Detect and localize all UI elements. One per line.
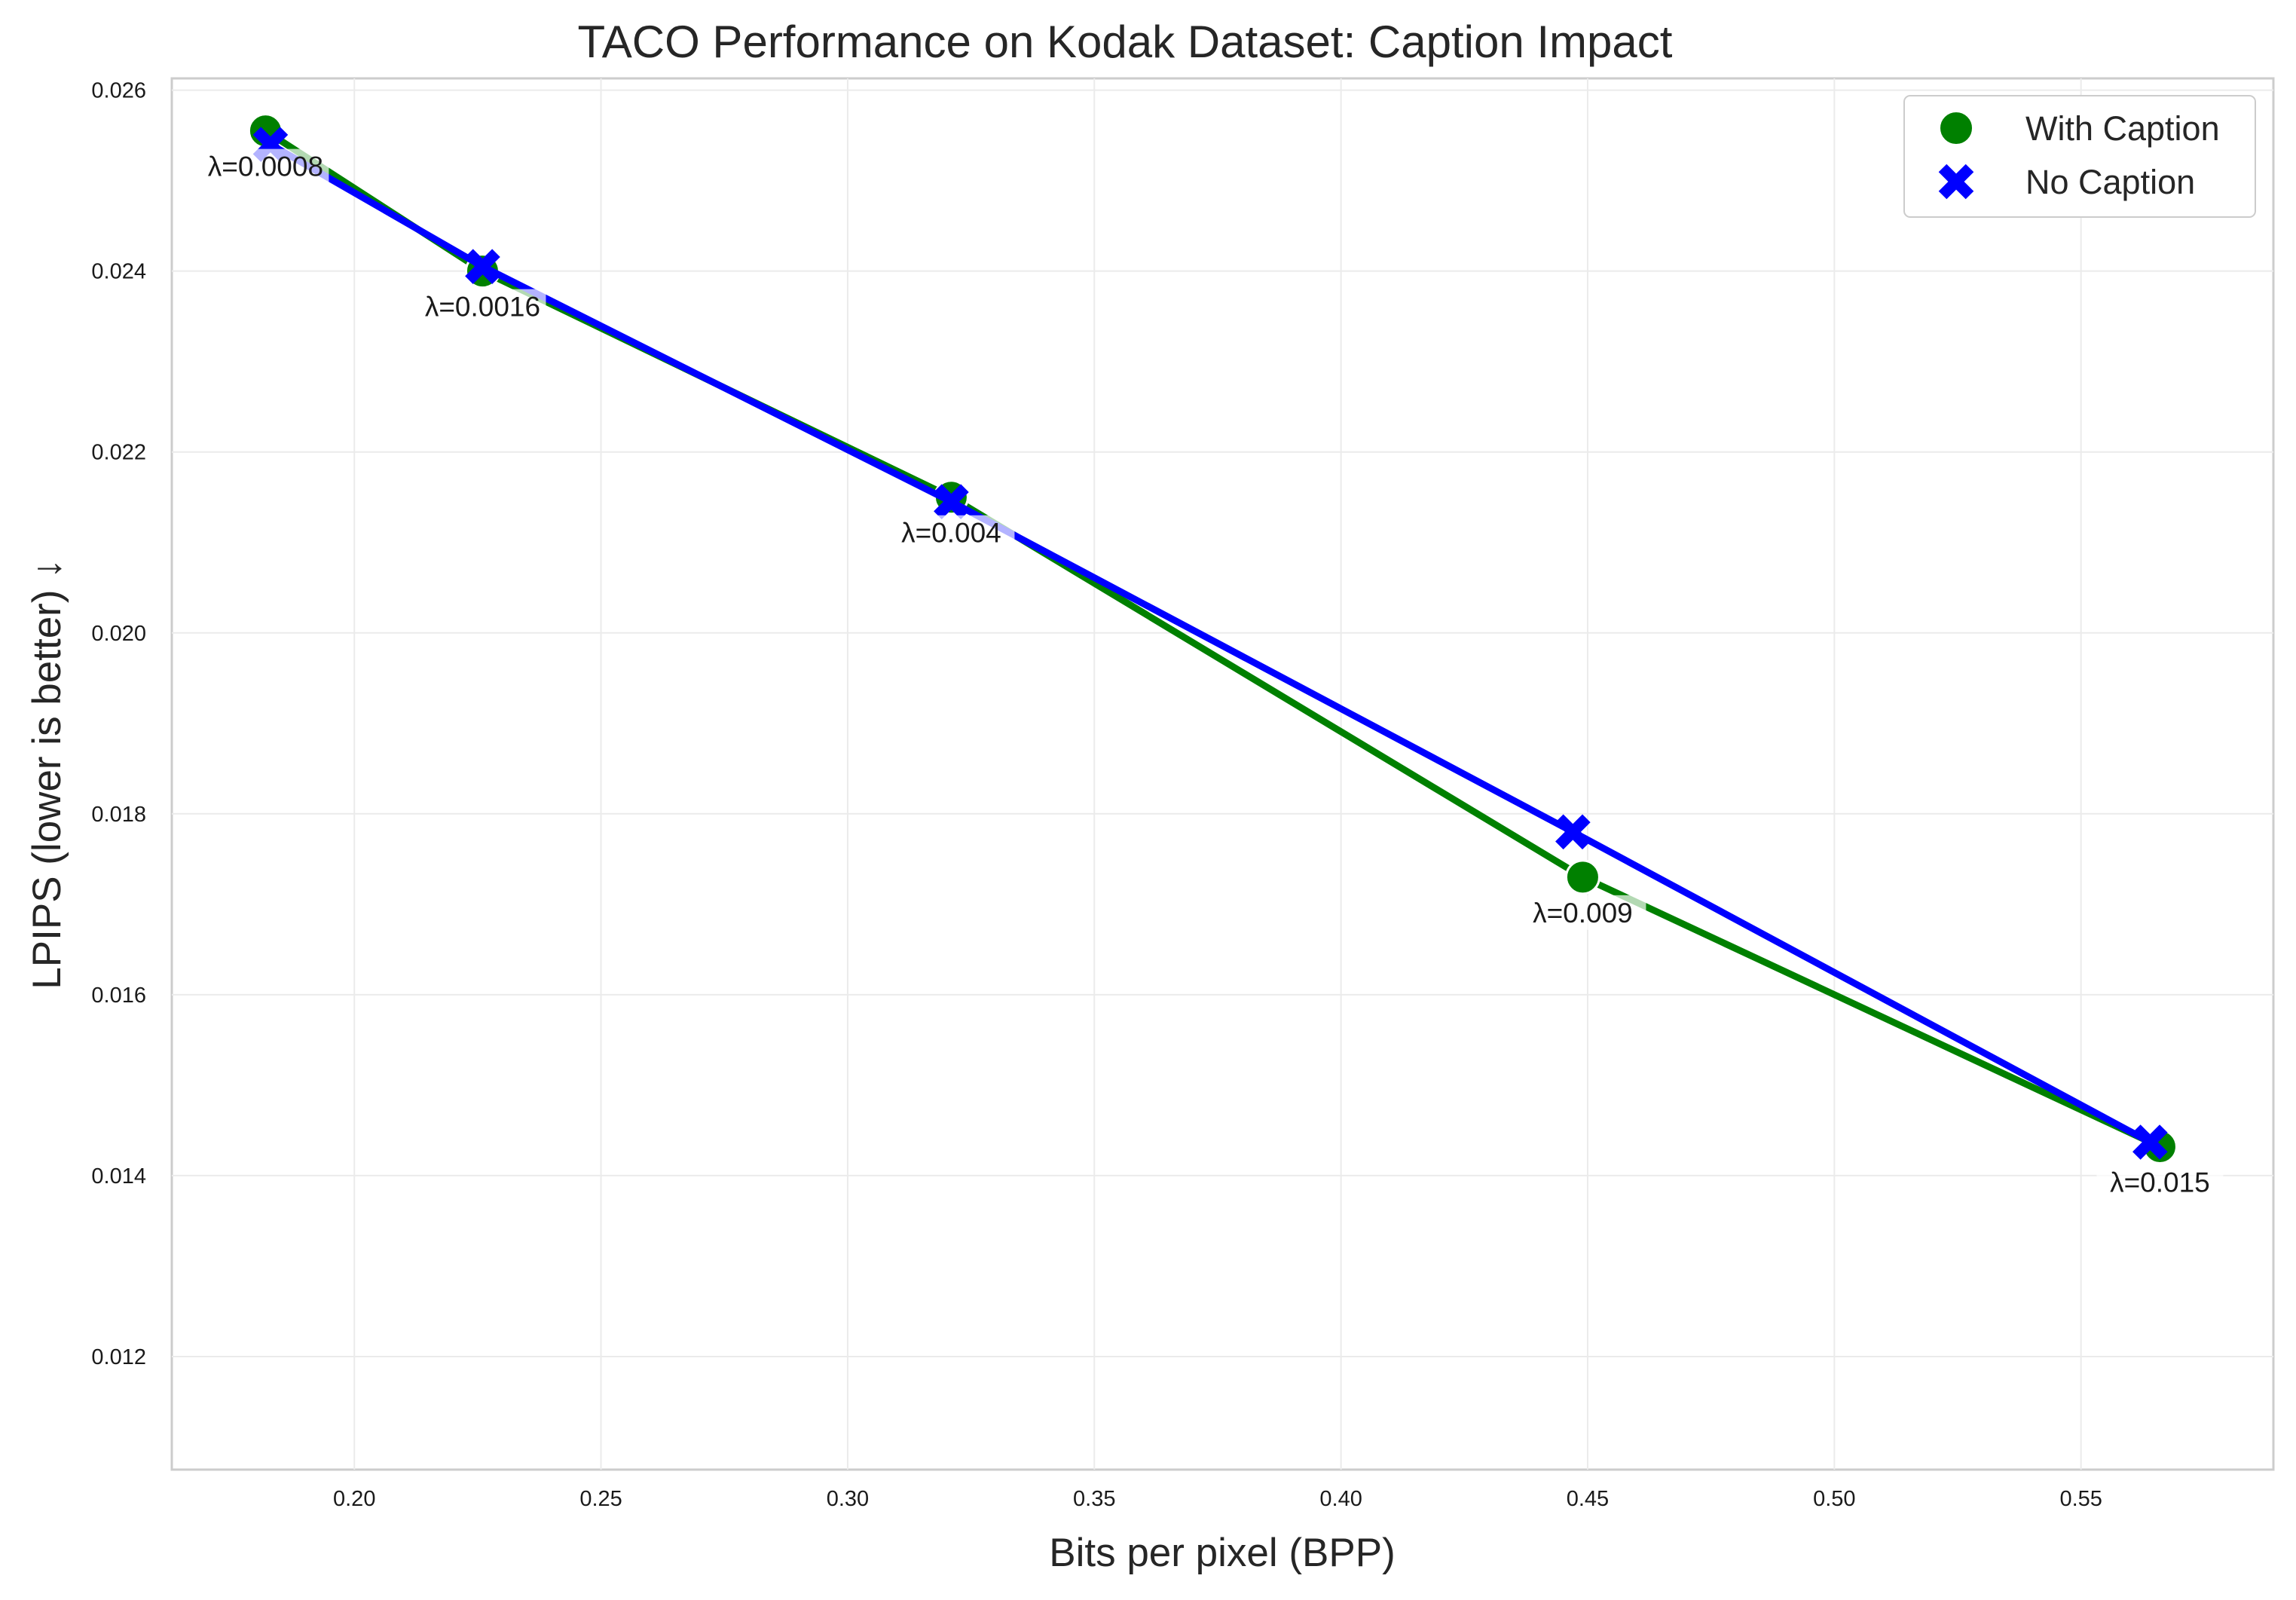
point-with-caption bbox=[1564, 859, 1600, 895]
y-tick-label: 0.024 bbox=[91, 260, 146, 284]
x-tick-label: 0.55 bbox=[2059, 1487, 2102, 1511]
y-axis-ticks: 0.012 0.014 0.016 0.018 0.020 0.022 0.024 0.026 bbox=[91, 79, 146, 1369]
x-axis-title: Bits per pixel (BPP) bbox=[1049, 1531, 1395, 1575]
point-no-caption bbox=[934, 484, 969, 520]
x-tick-label: 0.25 bbox=[579, 1487, 622, 1511]
annotations: λ=0.0008 λ=0.0016 λ=0.004 λ=0.009 λ=0.015 bbox=[202, 148, 2224, 1200]
annotation-bg bbox=[2096, 1164, 2224, 1200]
chart-title: TACO Performance on Kodak Dataset: Capti… bbox=[578, 17, 1673, 67]
legend-box bbox=[1903, 95, 2256, 218]
x-tick-label: 0.50 bbox=[1813, 1487, 1855, 1511]
annotation-lambda: λ=0.0008 bbox=[208, 151, 323, 182]
y-tick-label: 0.022 bbox=[91, 441, 146, 465]
legend-marker-no-caption bbox=[1938, 164, 1974, 200]
y-tick-label: 0.016 bbox=[91, 984, 146, 1008]
legend-label-no-caption: No Caption bbox=[2025, 163, 2195, 201]
annotation-lambda: λ=0.015 bbox=[2110, 1167, 2210, 1198]
y-tick-label: 0.018 bbox=[91, 803, 146, 827]
point-no-caption bbox=[2132, 1124, 2168, 1160]
annotation-bg bbox=[888, 515, 1015, 550]
x-tick-label: 0.30 bbox=[827, 1487, 869, 1511]
y-tick-label: 0.020 bbox=[91, 622, 146, 646]
series-layer bbox=[247, 113, 2178, 1165]
legend: With Caption No Caption bbox=[1903, 95, 2256, 218]
annotation-bg bbox=[419, 289, 546, 324]
annotation-bg bbox=[202, 148, 329, 184]
y-tick-label: 0.012 bbox=[91, 1345, 146, 1369]
y-tick-label: 0.014 bbox=[91, 1164, 146, 1189]
point-no-caption bbox=[1555, 814, 1591, 850]
legend-marker-with-caption bbox=[1939, 111, 1973, 145]
x-axis-ticks: 0.20 0.25 0.30 0.35 0.40 0.45 0.50 0.55 bbox=[333, 1487, 2102, 1511]
x-tick-label: 0.20 bbox=[333, 1487, 375, 1511]
y-axis-title: LPIPS (lower is better) ↓ bbox=[25, 558, 69, 989]
y-tick-label: 0.026 bbox=[91, 79, 146, 103]
annotation-lambda: λ=0.0016 bbox=[425, 292, 540, 323]
annotation-bg bbox=[1519, 895, 1646, 930]
annotation-lambda: λ=0.004 bbox=[901, 518, 1001, 549]
annotation-lambda: λ=0.009 bbox=[1533, 898, 1633, 928]
legend-label-with-caption: With Caption bbox=[2025, 109, 2220, 148]
x-tick-label: 0.40 bbox=[1319, 1487, 1362, 1511]
grid bbox=[172, 78, 2273, 1470]
point-no-caption bbox=[465, 249, 500, 284]
x-tick-label: 0.35 bbox=[1073, 1487, 1115, 1511]
x-tick-label: 0.45 bbox=[1567, 1487, 1609, 1511]
